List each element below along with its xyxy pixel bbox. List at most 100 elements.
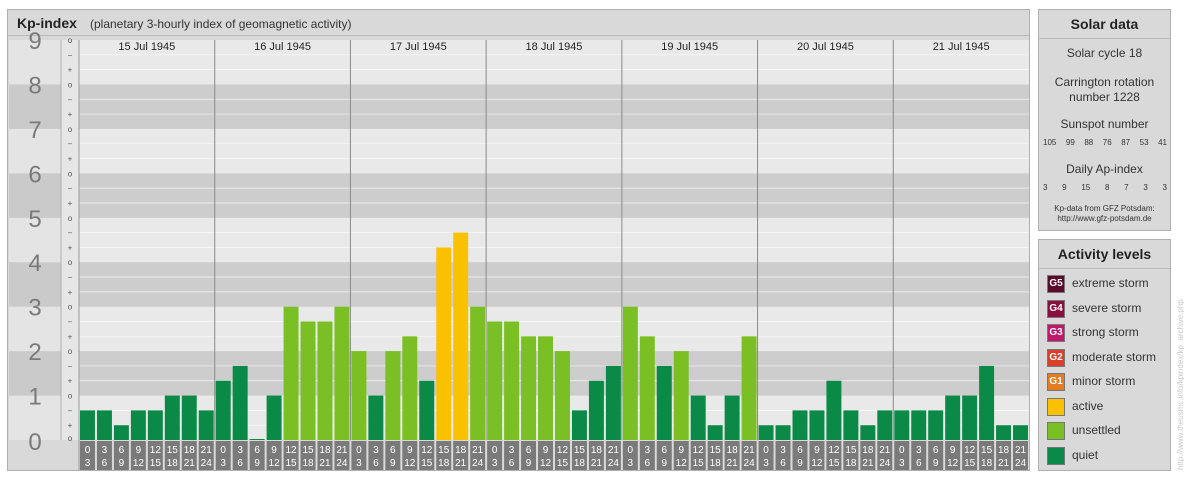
ap-value: 7: [1124, 183, 1129, 192]
interval-start: 15: [438, 445, 450, 456]
subtick-minus: −: [68, 362, 73, 371]
interval-end: 6: [645, 458, 651, 469]
interval-end: 21: [591, 458, 603, 469]
sunspot-value: 41: [1158, 138, 1167, 147]
interval-start: 12: [693, 445, 705, 456]
interval-end: 18: [574, 458, 586, 469]
interval-end: 24: [201, 458, 213, 469]
subtick-o: o: [68, 214, 73, 223]
kp-axis-label: 6: [28, 161, 41, 188]
interval-start: 15: [845, 445, 857, 456]
interval-cell: [181, 441, 197, 470]
interval-cell: [724, 441, 740, 470]
kp-bar: [588, 380, 604, 440]
interval-start: 9: [814, 445, 820, 456]
kp-bar: [538, 336, 553, 440]
kp-band: [79, 306, 1029, 352]
subtick-plus: +: [68, 199, 73, 208]
interval-end: 21: [727, 458, 739, 469]
interval-cell: [588, 441, 604, 470]
activity-level-label: severe storm: [1072, 300, 1142, 315]
activity-level-item: G3 strong storm: [1047, 324, 1169, 342]
carrington-line-2: number 1228: [1069, 90, 1140, 104]
interval-end: 6: [102, 458, 108, 469]
interval-start: 18: [727, 445, 739, 456]
interval-start: 3: [780, 445, 786, 456]
kp-bar: [792, 410, 808, 440]
interval-start: 15: [302, 445, 314, 456]
chart-title: Kp-index: [17, 15, 77, 31]
interval-start: 18: [184, 445, 196, 456]
kp-bar: [758, 425, 774, 440]
kp-bar: [232, 365, 248, 440]
kp-bar: [198, 410, 214, 440]
interval-cell: [860, 441, 876, 470]
interval-end: 24: [472, 458, 484, 469]
interval-cell: [436, 441, 452, 470]
interval-end: 3: [763, 458, 769, 469]
kp-bar-chart: 0123456789o+o+−o+−o+−o+−o+−o+−o+−o+−o−15…: [9, 28, 1029, 470]
activity-level-item: active: [1047, 397, 1169, 416]
interval-end: 12: [676, 458, 688, 469]
interval-end: 12: [947, 458, 959, 469]
interval-end: 3: [220, 458, 226, 469]
kp-axis-label: 2: [28, 339, 41, 366]
interval-cell: [622, 441, 638, 470]
activity-level-item: G4 severe storm: [1047, 299, 1169, 318]
kp-bar: [368, 395, 384, 440]
interval-start: 6: [390, 445, 396, 456]
activity-level-label: quiet: [1072, 447, 1099, 462]
interval-end: 21: [455, 458, 467, 469]
interval-start: 15: [574, 445, 586, 456]
interval-end: 12: [404, 458, 416, 469]
interval-start: 3: [373, 445, 379, 456]
interval-cell: [605, 441, 621, 470]
subtick-o: o: [68, 36, 73, 45]
kp-bar: [147, 410, 163, 440]
interval-end: 9: [797, 458, 803, 469]
activity-level-swatch: G4: [1047, 299, 1065, 318]
interval-cell: [571, 441, 587, 470]
interval-start: 9: [678, 445, 684, 456]
interval-end: 3: [628, 458, 634, 469]
kp-bar: [130, 410, 146, 440]
subtick-minus: −: [68, 184, 73, 193]
interval-start: 12: [285, 445, 297, 456]
interval-start: 0: [356, 445, 362, 456]
sunspot-value: 105: [1043, 138, 1057, 147]
kp-bar: [283, 306, 299, 440]
kp-bar: [436, 247, 452, 440]
interval-end: 6: [916, 458, 922, 469]
interval-cell: [775, 441, 791, 470]
ap-values: 3 9 15 8 7 3 3: [1043, 183, 1167, 192]
interval-start: 3: [509, 445, 515, 456]
interval-end: 18: [302, 458, 314, 469]
interval-cell: [470, 441, 486, 470]
activity-level-item: G5 extreme storm: [1047, 275, 1169, 293]
interval-end: 18: [710, 458, 722, 469]
interval-end: 6: [373, 458, 379, 469]
interval-end: 9: [933, 458, 939, 469]
kp-bar: [113, 425, 129, 440]
interval-end: 18: [845, 458, 857, 469]
activity-level-label: active: [1072, 398, 1104, 413]
axis-band: [9, 306, 61, 352]
activity-level-swatch: G5: [1047, 275, 1065, 293]
day-label: 17 Jul 1945: [390, 41, 447, 53]
axis-band: [9, 262, 61, 307]
subtick-minus: −: [68, 51, 73, 60]
subtick-o: o: [68, 258, 73, 267]
axis-band: [9, 351, 61, 396]
interval-start: 18: [862, 445, 874, 456]
interval-cell: [487, 441, 503, 470]
interval-cell: [928, 441, 944, 470]
interval-cell: [538, 441, 553, 470]
interval-end: 6: [237, 458, 243, 469]
interval-end: 21: [998, 458, 1010, 469]
kp-bar: [741, 336, 757, 440]
sunspot-value: 76: [1102, 138, 1112, 147]
day-label: 20 Jul 1945: [797, 41, 854, 53]
day-label: 21 Jul 1945: [933, 41, 990, 53]
interval-start: 15: [710, 445, 722, 456]
interval-start: 21: [1015, 445, 1027, 456]
